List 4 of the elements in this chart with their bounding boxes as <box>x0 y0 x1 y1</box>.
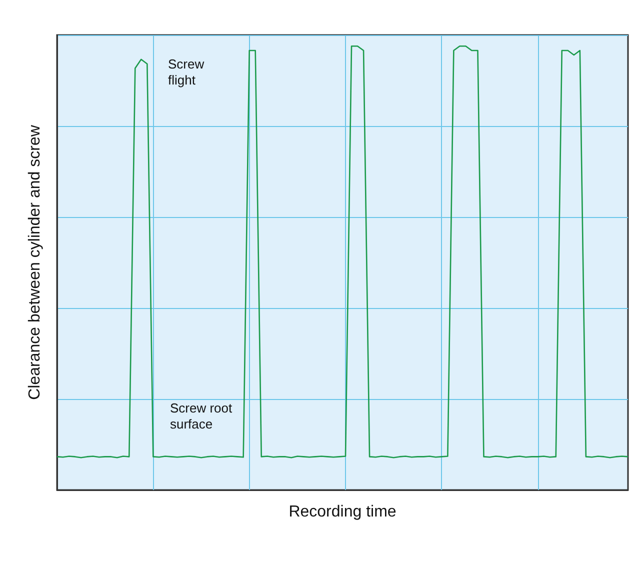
annotation: Screw flight <box>168 56 208 88</box>
y-axis-title: Clearance between cylinder and screw <box>26 124 44 400</box>
annotation: Screw root surface <box>170 400 236 432</box>
x-axis-title: Recording time <box>288 504 396 520</box>
